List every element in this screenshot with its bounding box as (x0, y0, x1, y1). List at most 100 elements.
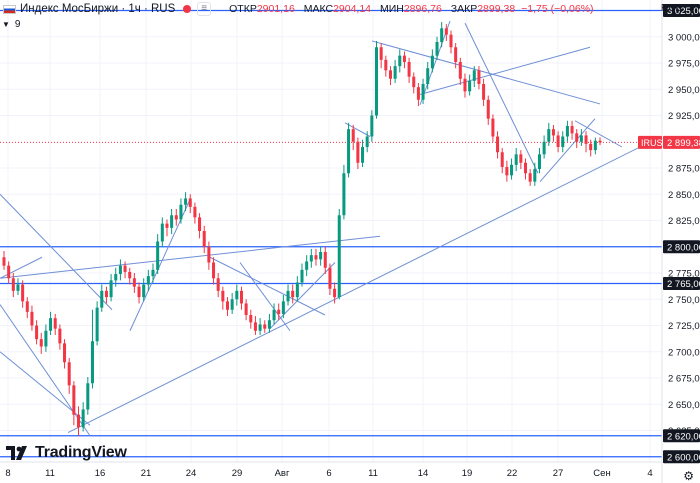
indicators-toggle[interactable]: ▼ 9 (2, 19, 20, 30)
price-tick-label: 2 775,00 (668, 269, 700, 280)
candlestick-series (2, 22, 602, 436)
price-change: −1,75 (−0,06%) (521, 3, 594, 15)
time-tick-label: 22 (507, 468, 518, 479)
candle-body (510, 164, 514, 176)
candle-body (440, 28, 444, 42)
trend-line (209, 256, 326, 316)
level-badge: 2 765,00 (663, 277, 700, 290)
price-tick-label: 2 725,00 (668, 321, 700, 332)
time-tick-label: 4 (647, 468, 652, 479)
legend-options-icon[interactable]: ≡ (197, 2, 212, 16)
time-tick-label: 11 (45, 468, 55, 479)
candle-body (35, 325, 39, 340)
symbol-badge: IRUS (638, 135, 663, 149)
candle-body (16, 284, 20, 291)
candle-body (305, 261, 309, 270)
candle-body (81, 409, 85, 428)
candle-body (277, 309, 281, 314)
trend-line (0, 193, 113, 311)
candle-body (72, 385, 76, 415)
candle-body (463, 78, 467, 92)
candle-body (523, 162, 528, 174)
candle-body (384, 59, 388, 71)
candle-body (579, 135, 583, 142)
candle-body (90, 341, 94, 384)
candle-body (235, 290, 239, 300)
price-tick-label: 2 825,00 (668, 216, 700, 227)
price-tick-label: 2 675,00 (668, 374, 700, 385)
trend-line (0, 235, 381, 279)
candle-body (58, 328, 62, 344)
tradingview-logo[interactable]: TradingView (6, 444, 127, 462)
trend-line (239, 262, 291, 332)
candle-body (142, 284, 146, 298)
candle-body (570, 126, 574, 134)
candle-body (291, 290, 295, 298)
candle-body (542, 141, 546, 155)
candle-body (202, 231, 206, 247)
candle-body (53, 318, 57, 329)
candle-body (589, 143, 593, 151)
candle-body (30, 311, 34, 326)
candle-body (337, 215, 341, 298)
russia-flag-icon (3, 4, 16, 14)
time-tick-label: 19 (462, 468, 473, 479)
candle-body (95, 307, 99, 342)
gear-icon[interactable]: ⚙ (683, 469, 694, 483)
chart-legend-header: Индекс МосБиржи · 1ч · RUS ≡ ОТКР2901,16… (0, 0, 660, 18)
candle-body (156, 241, 160, 270)
candle-body (225, 301, 230, 310)
candle-body (267, 320, 271, 329)
price-tick-label: 2 950,00 (668, 85, 700, 96)
candle-body (212, 262, 216, 279)
candle-body (76, 414, 81, 428)
candle-body (500, 152, 504, 167)
candle-body (179, 204, 183, 220)
candle-body (379, 47, 383, 60)
time-tick-label: 11 (368, 468, 378, 479)
time-axis: 8 11 16 21 24 29 Авг 6 11 14 19 22 27 Сен 4 (5, 468, 652, 479)
candle-body (100, 290, 104, 308)
price-tick-label: 2 650,00 (668, 400, 700, 411)
level-badge: 2 600,00 (663, 450, 700, 464)
chevron-down-icon[interactable]: ▼ (688, 5, 696, 14)
candle-body (118, 265, 122, 275)
currency-selector[interactable]: RUB (660, 3, 682, 14)
candle-body (295, 282, 299, 298)
candle-body (309, 255, 313, 262)
ohlc-values: ОТКР2901,16 МАКС2904,14 МИН2896,76 ЗАКР2… (229, 3, 521, 15)
candle-body (449, 34, 453, 48)
level-badge-label: 3 025,00 (667, 6, 700, 17)
trend-line (129, 199, 191, 331)
high-value: 2904,14 (333, 3, 372, 15)
candle-body (342, 173, 346, 216)
level-badge: 3 025,00 (663, 4, 700, 17)
candle-body (263, 324, 267, 329)
level-badge-label: 2 800,00 (667, 242, 700, 253)
close-value: 2899,38 (477, 3, 516, 15)
candle-body (593, 140, 597, 151)
candle-body (356, 141, 360, 163)
candle-body (416, 87, 420, 100)
time-tick-label: 8 (5, 468, 10, 479)
open-label: ОТКР (229, 3, 257, 15)
candle-body (170, 215, 174, 228)
candle-body (216, 278, 220, 291)
candle-body (300, 269, 304, 283)
trend-line (67, 146, 641, 434)
trend-line (371, 40, 601, 105)
price-badges: 3 025,00 2 800,00 2 765,00 2 620,00 2 600,00… (638, 4, 700, 464)
chart-grid (0, 0, 662, 462)
candle-body (547, 129, 551, 142)
candle-body (347, 129, 351, 174)
candle-body (230, 299, 234, 310)
trend-line (269, 262, 336, 330)
candle-body (361, 147, 365, 163)
symbol-title[interactable]: Индекс МосБиржи · 1ч · RUS (20, 3, 176, 15)
low-label: МИН (379, 3, 404, 15)
candle-body (221, 290, 225, 302)
candle-body (137, 286, 141, 298)
trend-line (0, 256, 43, 279)
time-tick-label: Сен (593, 468, 610, 479)
